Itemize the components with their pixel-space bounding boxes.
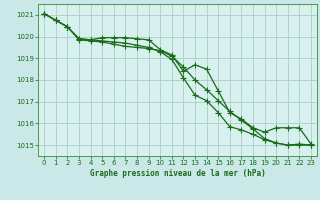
X-axis label: Graphe pression niveau de la mer (hPa): Graphe pression niveau de la mer (hPa) [90, 169, 266, 178]
